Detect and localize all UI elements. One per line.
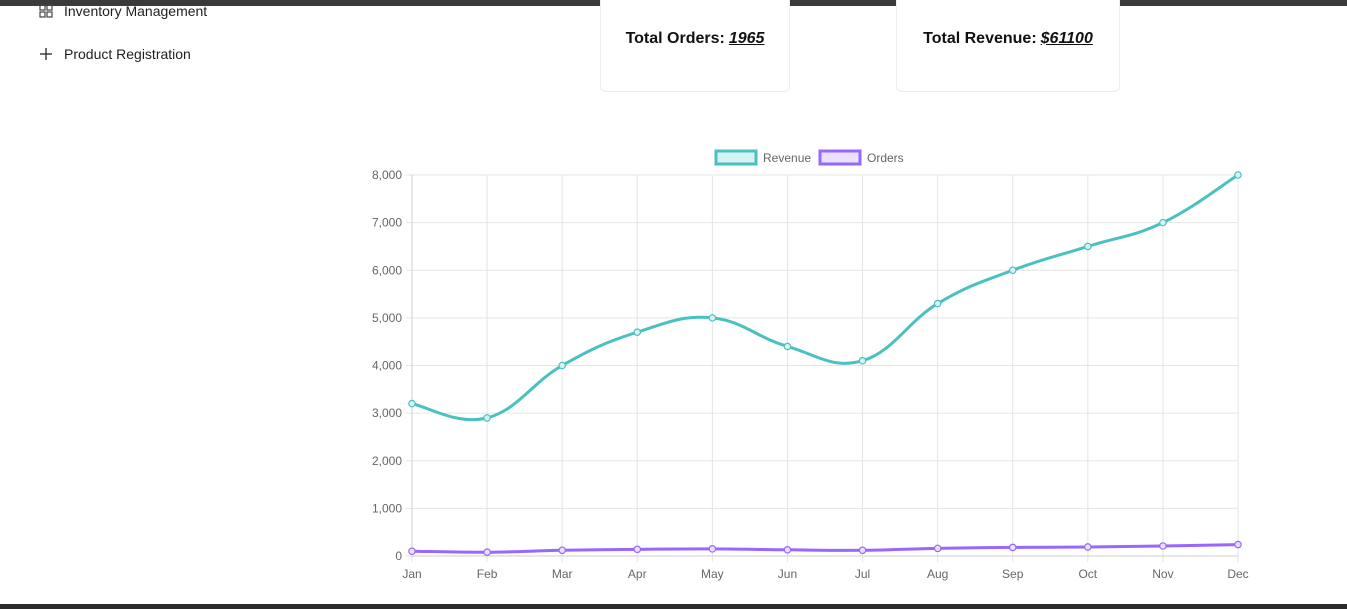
total-revenue-label: Total Revenue: xyxy=(923,29,1037,47)
x-tick-label: Aug xyxy=(927,567,948,581)
orders-point xyxy=(708,545,717,553)
revenue-legend-label: Revenue xyxy=(763,151,811,165)
x-tick-label: Apr xyxy=(628,567,647,581)
orders-point xyxy=(858,546,867,555)
revenue-point xyxy=(483,414,491,422)
x-tick-label: Nov xyxy=(1152,567,1173,581)
revenue-point xyxy=(783,342,792,351)
sidebar-item-label: Product Registration xyxy=(64,46,191,62)
x-tick-label: Sep xyxy=(1002,567,1024,581)
revenue-point xyxy=(1084,242,1092,251)
revenue-point xyxy=(633,328,642,336)
orders-point xyxy=(1234,540,1242,549)
x-tick-label: Jan xyxy=(402,567,421,581)
revenue-point xyxy=(858,356,867,365)
revenue-point xyxy=(708,314,717,322)
y-tick-label: 2,000 xyxy=(372,454,402,468)
orders-line xyxy=(411,543,1239,554)
orders-point xyxy=(1008,543,1017,552)
orders-point xyxy=(483,548,491,556)
y-tick-label: 4,000 xyxy=(372,359,402,373)
orders-point xyxy=(1159,542,1167,550)
bottom-bar xyxy=(0,604,1347,609)
x-tick-label: Oct xyxy=(1078,567,1097,581)
y-tick-label: 8,000 xyxy=(372,168,402,182)
x-tick-label: Jun xyxy=(778,567,797,581)
sidebar-item-product-registration[interactable]: Product Registration xyxy=(38,46,191,62)
y-tick-label: 5,000 xyxy=(372,311,402,325)
orders-point xyxy=(933,544,942,553)
y-tick-label: 3,000 xyxy=(372,406,402,420)
x-tick-label: Jul xyxy=(855,567,870,581)
plus-icon xyxy=(38,46,54,62)
orders-point xyxy=(783,546,792,554)
revenue-point xyxy=(1159,218,1167,227)
y-tick-label: 1,000 xyxy=(372,501,402,515)
x-tick-label: Feb xyxy=(477,567,498,581)
grid-icon xyxy=(38,3,54,19)
total-orders-card: Total Orders: 1965 xyxy=(600,0,790,92)
y-tick-label: 6,000 xyxy=(372,263,402,277)
orders-legend-label: Orders xyxy=(867,151,904,165)
revenue-point xyxy=(408,399,416,408)
orders-point xyxy=(1084,543,1092,551)
orders-legend-swatch xyxy=(818,149,862,166)
total-orders-label: Total Orders: xyxy=(625,29,725,47)
total-revenue-card: Total Revenue: $61100 xyxy=(896,0,1120,92)
revenue-point xyxy=(558,361,566,370)
orders-point xyxy=(408,547,416,556)
revenue-point xyxy=(933,299,942,308)
orders-point xyxy=(558,546,566,555)
total-revenue-value: $61100 xyxy=(1040,29,1093,47)
y-tick-label: 7,000 xyxy=(372,216,402,230)
revenue-line xyxy=(411,173,1239,422)
x-tick-label: Dec xyxy=(1227,567,1248,581)
revenue-point xyxy=(1008,266,1017,275)
sidebar-item-inventory-management[interactable]: Inventory Management xyxy=(38,3,207,19)
y-tick-label: 0 xyxy=(395,549,402,563)
revenue-point xyxy=(1234,171,1242,179)
x-tick-label: May xyxy=(701,567,724,581)
orders-point xyxy=(633,545,642,554)
revenue-legend-swatch xyxy=(714,149,758,166)
sidebar-item-label: Inventory Management xyxy=(64,3,208,19)
total-orders-value: 1965 xyxy=(728,29,765,47)
x-tick-label: Mar xyxy=(552,567,573,581)
